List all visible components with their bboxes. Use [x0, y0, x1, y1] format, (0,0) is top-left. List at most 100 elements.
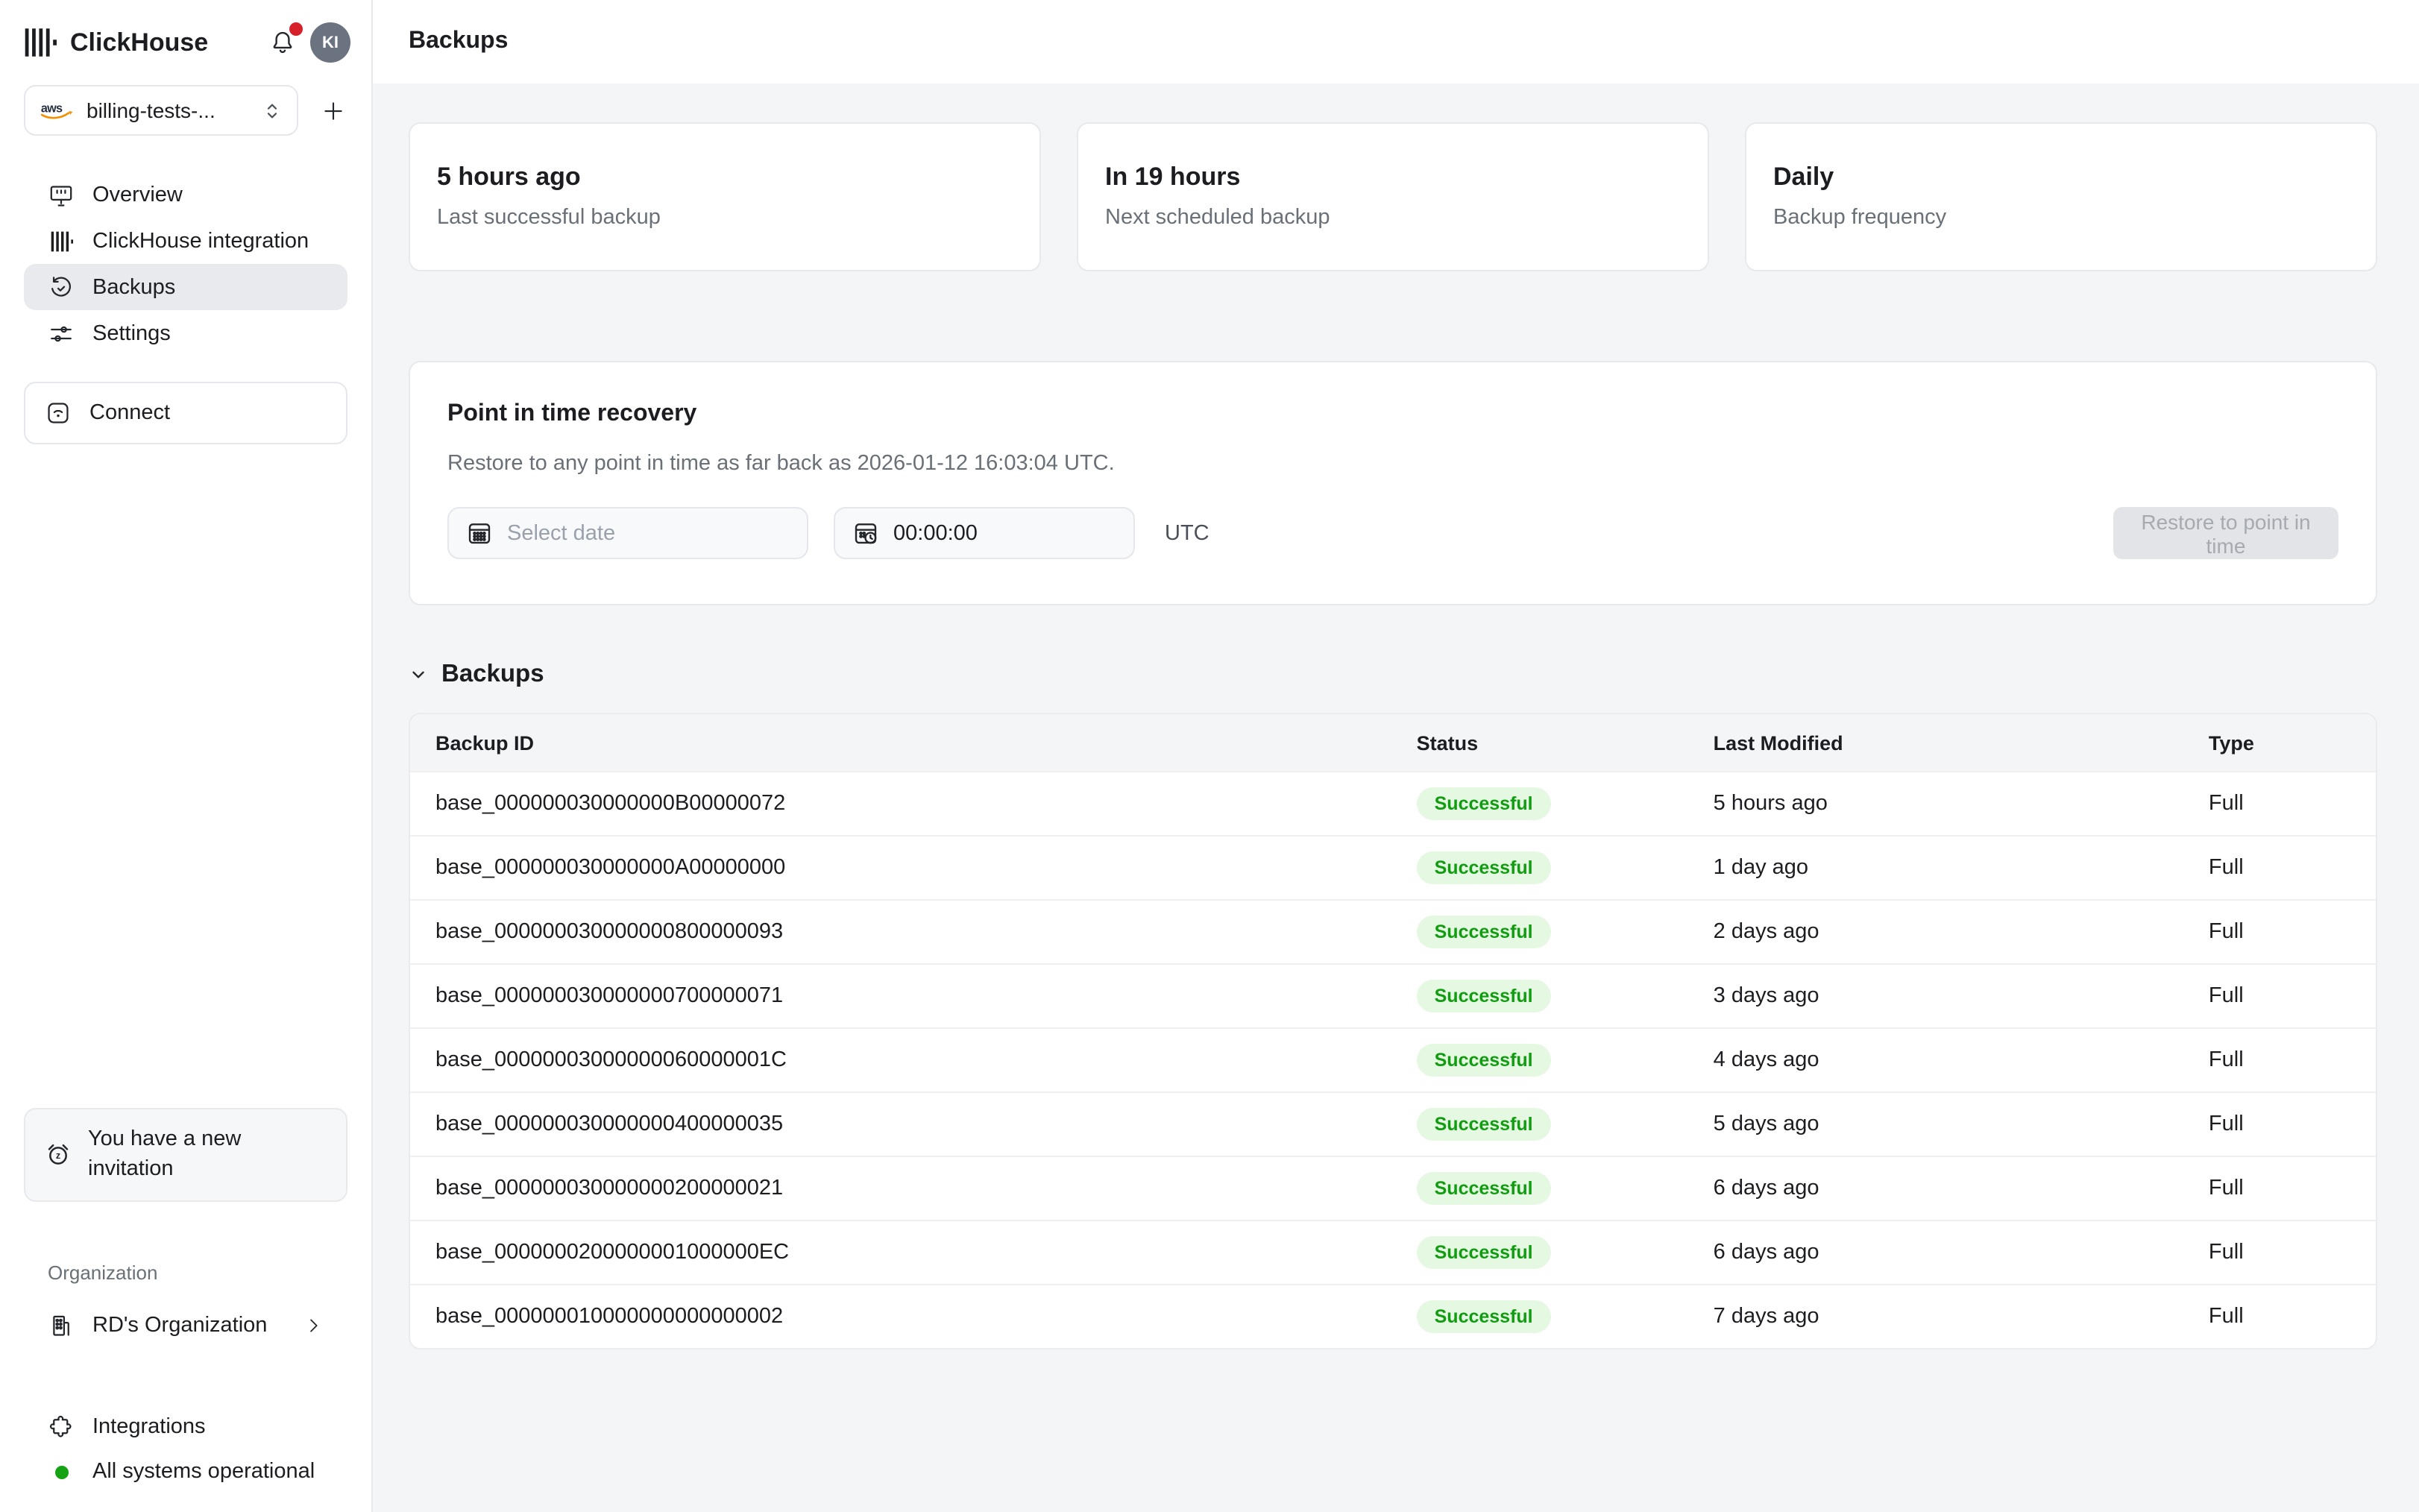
status-badge: Successful	[1416, 1300, 1551, 1333]
table-row[interactable]: base_000000030000000B00000072 Successful…	[410, 771, 2376, 835]
backup-id-cell: base_000000030000000800000093	[435, 920, 784, 944]
column-header-backup-id: Backup ID	[435, 731, 535, 754]
pitr-title: Point in time recovery	[447, 401, 697, 426]
table-row[interactable]: base_00000003000000060000001C Successful…	[410, 1027, 2376, 1092]
card-subtitle: Next scheduled backup	[1105, 206, 1330, 230]
integrations-button[interactable]: Integrations	[24, 1405, 347, 1449]
last-modified-cell: 4 days ago	[1713, 1048, 1819, 1072]
main-area: Backups 5 hours ago Last successful back…	[373, 0, 2419, 1512]
sidebar-item-settings[interactable]: Settings	[24, 310, 347, 356]
sliders-icon	[48, 320, 75, 347]
last-modified-cell: 7 days ago	[1713, 1305, 1819, 1329]
type-cell: Full	[2208, 856, 2244, 880]
table-row[interactable]: base_000000030000000A00000000 Successful…	[410, 835, 2376, 899]
organization-button[interactable]: RD's Organization	[24, 1303, 347, 1348]
service-selector[interactable]: aws billing-tests-...	[24, 85, 298, 136]
card-subtitle: Backup frequency	[1773, 206, 1947, 230]
timezone-label: UTC	[1165, 521, 1210, 545]
last-modified-cell: 2 days ago	[1713, 920, 1819, 944]
table-header-row: Backup ID Status Last Modified Type	[410, 714, 2376, 771]
card-title: 5 hours ago	[437, 163, 581, 191]
backups-table: Backup ID Status Last Modified Type base…	[409, 713, 2377, 1349]
invitation-text: You have a new invitation	[88, 1127, 242, 1182]
type-cell: Full	[2208, 1048, 2244, 1072]
organization-name: RD's Organization	[92, 1314, 268, 1338]
status-cell: Successful	[1416, 1044, 1714, 1077]
organization-label: Organization	[48, 1261, 158, 1284]
status-badge: Successful	[1416, 1044, 1551, 1077]
calendar-clock-icon	[852, 519, 880, 547]
status-cell: Successful	[1416, 916, 1714, 948]
puzzle-icon	[48, 1414, 75, 1440]
last-backup-card: 5 hours ago Last successful backup	[409, 122, 1041, 271]
svg-text:aws: aws	[41, 101, 63, 114]
connect-button[interactable]: Connect	[24, 382, 347, 444]
sidebar-item-backups[interactable]: Backups	[24, 264, 347, 310]
avatar[interactable]: KI	[310, 22, 350, 63]
service-selector-label: billing-tests-...	[86, 98, 216, 122]
type-cell: Full	[2208, 984, 2244, 1008]
building-icon	[48, 1312, 75, 1339]
backup-id-cell: base_000000030000000400000035	[435, 1112, 784, 1136]
sidebar-item-label: Backups	[92, 275, 176, 299]
table-row[interactable]: base_000000030000000700000071 Successful…	[410, 963, 2376, 1027]
status-badge: Successful	[1416, 980, 1551, 1012]
table-row[interactable]: base_000000030000000800000093 Successful…	[410, 899, 2376, 963]
system-status[interactable]: All systems operational	[24, 1449, 347, 1494]
status-cell: Successful	[1416, 787, 1714, 820]
status-cell: Successful	[1416, 980, 1714, 1012]
time-input[interactable]	[893, 521, 1117, 545]
type-cell: Full	[2208, 920, 2244, 944]
time-picker-field[interactable]	[834, 507, 1135, 559]
add-service-button[interactable]	[313, 90, 353, 130]
last-modified-cell: 1 day ago	[1713, 856, 1809, 880]
notifications-button[interactable]	[267, 22, 303, 58]
page-header: Backups	[373, 0, 2419, 84]
table-row[interactable]: base_000000030000000200000021 Successful…	[410, 1156, 2376, 1220]
status-cell: Successful	[1416, 1172, 1714, 1205]
system-status-label: All systems operational	[92, 1460, 315, 1484]
sidebar-item-clickhouse-integration[interactable]: ClickHouse integration	[24, 218, 347, 264]
status-badge: Successful	[1416, 1172, 1551, 1205]
sidebar-item-label: Overview	[92, 183, 183, 207]
last-modified-cell: 5 days ago	[1713, 1112, 1819, 1136]
clickhouse-logo-icon	[24, 27, 58, 58]
card-title: Daily	[1773, 163, 1834, 191]
sidebar-nav: Overview ClickHouse integration B	[0, 171, 371, 356]
table-row[interactable]: base_000000010000000000000002 Successful…	[410, 1284, 2376, 1348]
integrations-label: Integrations	[92, 1415, 206, 1439]
service-selector-row: aws billing-tests-...	[0, 76, 371, 136]
status-badge: Successful	[1416, 1236, 1551, 1269]
card-subtitle: Last successful backup	[437, 206, 661, 230]
restore-button[interactable]: Restore to point in time	[2113, 507, 2338, 559]
sidebar-item-label: ClickHouse integration	[92, 229, 309, 253]
status-cell: Successful	[1416, 1108, 1714, 1141]
type-cell: Full	[2208, 1176, 2244, 1200]
table-row[interactable]: base_000000030000000400000035 Successful…	[410, 1092, 2376, 1156]
invitation-banner[interactable]: z You have a new invitation	[24, 1107, 347, 1202]
pitr-description: Restore to any point in time as far back…	[447, 452, 1115, 476]
backup-id-cell: base_000000030000000B00000072	[435, 792, 786, 816]
bell-icon	[268, 28, 297, 57]
chevron-right-icon	[303, 1315, 324, 1336]
column-header-type: Type	[2208, 731, 2254, 754]
last-modified-cell: 6 days ago	[1713, 1176, 1819, 1200]
backups-section-toggle[interactable]: Backups	[409, 661, 2377, 689]
table-row[interactable]: base_0000000200000001000000EC Successful…	[410, 1220, 2376, 1284]
content: 5 hours ago Last successful backup In 19…	[373, 84, 2419, 1349]
chevron-up-down-icon	[261, 99, 283, 122]
backup-id-cell: base_00000003000000060000001C	[435, 1048, 787, 1072]
date-input[interactable]	[507, 521, 790, 545]
chevron-down-icon	[409, 665, 428, 684]
last-modified-cell: 3 days ago	[1713, 984, 1819, 1008]
sidebar-item-overview[interactable]: Overview	[24, 171, 347, 218]
calendar-icon	[465, 519, 494, 547]
alarm-invitation-icon: z	[43, 1140, 73, 1170]
status-ok-dot-icon	[48, 1465, 75, 1478]
notification-dot	[289, 22, 303, 36]
last-modified-cell: 5 hours ago	[1713, 792, 1828, 816]
date-picker-field[interactable]	[447, 507, 808, 559]
backup-id-cell: base_000000030000000700000071	[435, 984, 784, 1008]
backup-id-cell: base_000000030000000200000021	[435, 1176, 784, 1200]
